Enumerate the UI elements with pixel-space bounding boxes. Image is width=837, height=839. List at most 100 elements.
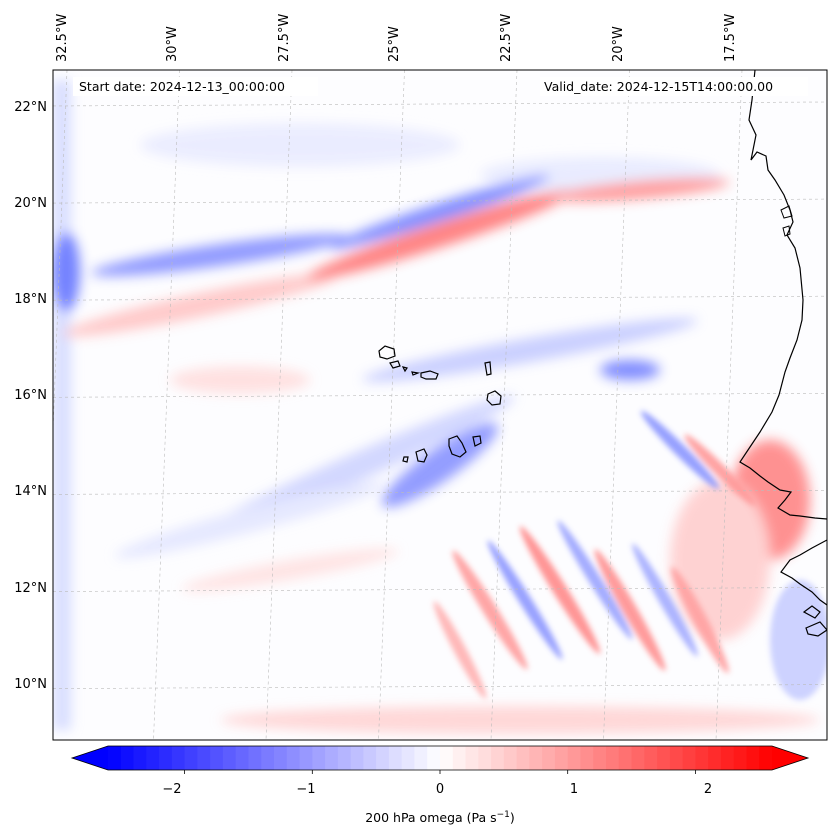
colorbar-cell [184, 746, 198, 770]
colorbar-cell [746, 746, 760, 770]
colorbar-cell [452, 746, 467, 770]
colorbar-label-exponent: −1 [497, 810, 510, 820]
colorbar-cell [159, 746, 173, 770]
colorbar-cells [108, 746, 773, 770]
colorbar-cell [427, 746, 441, 770]
colorbar-cell [133, 746, 147, 770]
colorbar-cell [197, 746, 211, 770]
colorbar-cell [337, 746, 352, 770]
meridian-line [490, 70, 518, 740]
colorbar-cell [516, 746, 530, 770]
colorbar-cell [529, 746, 543, 770]
colorbar-tick-label: 1 [570, 782, 578, 797]
colorbar-cell [606, 746, 620, 770]
colorbar-cell [682, 746, 696, 770]
colorbar-cell [120, 746, 135, 770]
colorbar-extend-low [72, 746, 108, 770]
colorbar-label: 200 hPa omega (Pa s−1) [365, 810, 515, 825]
colorbar-tick-label: −1 [296, 782, 315, 797]
start-date-box: Start date: 2024-12-13_00:00:00 [73, 77, 318, 96]
lat-label: 20°N [14, 196, 47, 211]
colorbar-tick-label: 2 [704, 782, 712, 797]
colorbar-cell [171, 746, 186, 770]
map-gridlines [53, 70, 827, 740]
coastal-islands [780, 205, 793, 237]
lon-label: 32.5°W [55, 14, 70, 62]
colorbar-tick-labels: −2 −1 0 1 2 [162, 782, 712, 797]
colorbar-cell [414, 746, 428, 770]
colorbar-cell [491, 746, 505, 770]
colorbar-cell [312, 746, 326, 770]
colorbar: −2 −1 0 1 2 200 hPa omega (Pa s−1) [70, 745, 810, 825]
colorbar-cell [669, 746, 684, 770]
colorbar-cell [580, 746, 594, 770]
colorbar-cell [567, 746, 582, 770]
map-frame [52, 69, 828, 741]
lon-label: 27.5°W [277, 14, 292, 62]
africa-coastline [739, 70, 827, 637]
lat-label: 10°N [14, 677, 47, 692]
colorbar-cell [363, 746, 377, 770]
colorbar-cell [554, 746, 569, 770]
omega-field [53, 80, 827, 734]
valid-date-label: Valid_date: 2024-12-15T14:00:00.00 [544, 79, 773, 94]
lon-label: 20°W [611, 26, 626, 62]
colorbar-cell [618, 746, 633, 770]
meridian-line [715, 70, 743, 740]
colorbar-cell [261, 746, 275, 770]
colorbar-cell [401, 746, 416, 770]
lat-label: 22°N [14, 100, 47, 115]
colorbar-cell [657, 746, 671, 770]
lon-label: 25°W [387, 26, 402, 62]
colorbar-cell [222, 746, 237, 770]
colorbar-cell [108, 746, 122, 770]
colorbar-cell [350, 746, 364, 770]
colorbar-cell [478, 746, 492, 770]
lat-label: 12°N [14, 581, 47, 596]
meridian-line [153, 70, 180, 740]
map-panel: Start date: 2024-12-13_00:00:00 Valid_da… [52, 69, 828, 741]
colorbar-cell [644, 746, 658, 770]
colorbar-cell [593, 746, 607, 770]
cape-verde-islands [378, 345, 502, 463]
colorbar-ticks [184, 770, 696, 774]
colorbar-cell [631, 746, 645, 770]
latitude-labels: 22°N 20°N 18°N 16°N 14°N 12°N 10°N [14, 100, 47, 692]
colorbar-cell [759, 746, 773, 770]
colorbar-cell [376, 746, 390, 770]
colorbar-cell [235, 746, 250, 770]
valid-date-box: Valid_date: 2024-12-15T14:00:00.00 [540, 77, 808, 96]
colorbar-cell [708, 746, 722, 770]
colorbar-cell [542, 746, 556, 770]
meridian-line [378, 70, 405, 740]
colorbar-cell [146, 746, 160, 770]
colorbar-cell [440, 746, 454, 770]
colorbar-cell [388, 746, 403, 770]
colorbar-cell [720, 746, 735, 770]
colorbar-cell [695, 746, 709, 770]
colorbar-cell [274, 746, 288, 770]
colorbar-cell [503, 746, 518, 770]
colorbar-cell [465, 746, 479, 770]
lat-label: 18°N [14, 292, 47, 307]
colorbar-cell [286, 746, 301, 770]
colorbar-cell [733, 746, 748, 770]
lon-label: 22.5°W [499, 14, 514, 62]
colorbar-tick-label: −2 [162, 782, 181, 797]
colorbar-cell [210, 746, 224, 770]
colorbar-outline [70, 745, 810, 771]
lon-label: 30°W [165, 26, 180, 62]
meridian-line [603, 70, 630, 740]
colorbar-extend-high [772, 746, 808, 770]
colorbar-cell [248, 746, 262, 770]
lat-label: 14°N [14, 484, 47, 499]
start-date-label: Start date: 2024-12-13_00:00:00 [79, 79, 285, 94]
lat-label: 16°N [14, 388, 47, 403]
lon-label: 17.5°W [723, 14, 738, 62]
meridian-line [265, 70, 293, 740]
colorbar-cell [299, 746, 313, 770]
colorbar-cell [325, 746, 339, 770]
colorbar-tick-label: 0 [436, 782, 444, 797]
longitude-labels: 32.5°W 30°W 27.5°W 25°W 22.5°W 20°W 17.5… [55, 14, 738, 62]
